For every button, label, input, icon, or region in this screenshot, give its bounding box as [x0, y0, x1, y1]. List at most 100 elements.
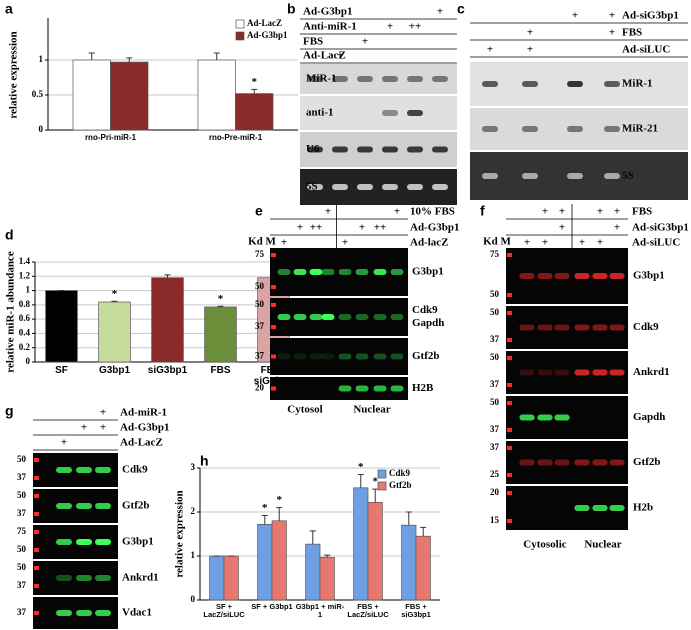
blot-label: MiR-1 — [306, 73, 337, 85]
band — [554, 459, 570, 466]
condition-label: Ad-G3bp1 — [120, 422, 170, 434]
ladder-label: 75 — [17, 526, 27, 536]
band — [604, 126, 620, 132]
ladder-label: 50 — [17, 562, 27, 572]
blot — [506, 441, 628, 484]
band — [574, 369, 590, 376]
ladder-label: 37 — [17, 472, 27, 482]
significance-marker: * — [276, 494, 282, 506]
ladder-band — [507, 383, 512, 387]
band — [604, 173, 620, 179]
band — [382, 146, 398, 153]
bar — [209, 555, 225, 601]
blot-label: U6 — [306, 143, 320, 155]
ladder-band — [507, 473, 512, 477]
blot-label: Ankrd1 — [633, 366, 670, 378]
band — [537, 369, 553, 376]
band — [95, 575, 111, 581]
condition-label: Ad-siG3bp1 — [622, 10, 679, 22]
band — [609, 324, 625, 331]
blot-label: G3bp1 — [412, 266, 444, 278]
ladder-band — [507, 446, 512, 450]
band — [592, 324, 608, 331]
band — [537, 459, 553, 466]
band — [357, 76, 373, 82]
bar — [197, 59, 236, 131]
panel-label: h — [200, 453, 209, 469]
band — [519, 324, 535, 331]
bar — [319, 556, 335, 601]
band — [592, 273, 608, 279]
blot — [270, 338, 408, 375]
band — [567, 81, 583, 87]
condition-label: Ad-lacZ — [410, 237, 449, 249]
band — [390, 269, 404, 275]
band — [609, 459, 625, 466]
x-tick-label-box: FBS — [210, 365, 231, 376]
significance-marker: * — [252, 76, 258, 88]
condition-mark: + — [572, 10, 578, 22]
blot-label: Vdac1 — [122, 607, 152, 619]
x-tick-label: siG3bp1 — [147, 365, 188, 376]
band — [373, 314, 387, 320]
y-tick-label: 0 — [26, 356, 31, 366]
band — [321, 269, 335, 275]
band — [382, 76, 398, 82]
condition-label: Ad-LacZ — [120, 437, 163, 449]
band — [407, 76, 423, 82]
band — [56, 539, 72, 545]
x-tick-label: FBS + LacZ/siLUC — [347, 603, 389, 620]
condition-mark: + — [609, 27, 615, 39]
condition-mark: + — [597, 206, 603, 218]
band — [574, 505, 590, 511]
blot-label: H2B — [412, 382, 434, 394]
y-tick-label: 2 — [191, 506, 196, 516]
x-tick-label: SF — [55, 365, 68, 376]
band — [390, 353, 404, 360]
ladder-label: 50 — [490, 397, 500, 407]
band — [76, 539, 92, 545]
panel-label: g — [5, 403, 14, 419]
blot-label: Cdk9 — [412, 304, 438, 316]
blot — [506, 486, 628, 530]
ladder-label: 50 — [490, 352, 500, 362]
ladder-band — [507, 253, 512, 257]
x-tick-label: SF + G3bp1 — [251, 603, 293, 611]
ladder-band — [271, 325, 276, 329]
bar — [401, 524, 417, 601]
y-tick-label: 0 — [39, 124, 44, 134]
condition-mark: + — [579, 237, 585, 249]
band — [76, 610, 92, 616]
condition-label: Anti-miR-1 — [303, 21, 357, 33]
bar — [367, 501, 383, 601]
ladder-band — [507, 311, 512, 315]
band — [95, 503, 111, 509]
y-tick-label: 1.2 — [19, 270, 31, 280]
ladder-band — [507, 401, 512, 405]
condition-mark: + — [437, 6, 443, 18]
condition-mark: ++ — [374, 222, 387, 234]
ladder-band — [34, 494, 39, 498]
band — [519, 414, 535, 421]
band — [432, 184, 448, 190]
x-tick-label: rno-Pre-miR-1 — [208, 134, 263, 142]
blot-label: MiR-21 — [622, 123, 658, 135]
band — [390, 314, 404, 320]
band — [522, 173, 538, 179]
x-tick-label-box: rno-Pri-miR-1 — [85, 134, 136, 142]
blot — [300, 132, 457, 167]
band — [307, 146, 323, 153]
band — [293, 269, 307, 275]
band — [373, 269, 387, 275]
blot-label: Gapdh — [633, 411, 665, 423]
band — [390, 385, 404, 392]
band — [574, 273, 590, 279]
x-tick-label: FBS — [210, 365, 231, 376]
band — [592, 369, 608, 376]
bar — [151, 277, 184, 363]
bar — [271, 520, 287, 601]
bar — [204, 306, 237, 363]
band — [357, 184, 373, 190]
bar — [110, 61, 149, 131]
